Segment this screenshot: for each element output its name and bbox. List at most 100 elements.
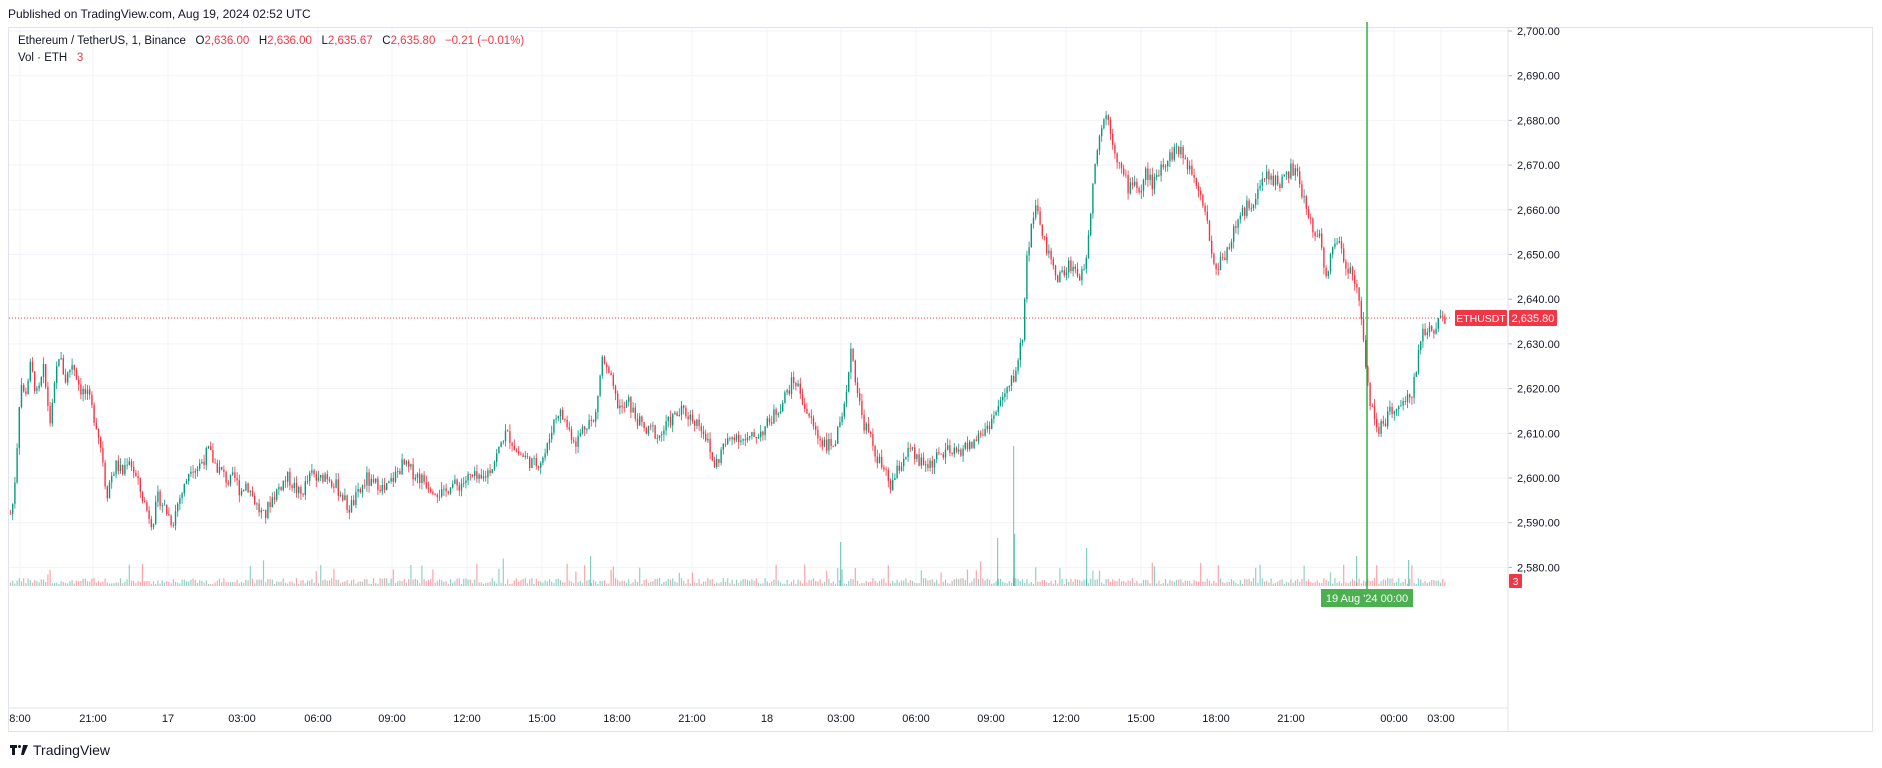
volume-bar xyxy=(797,579,799,586)
volume-bar xyxy=(1039,581,1041,586)
volume-bar xyxy=(18,578,20,586)
volume-bar xyxy=(1103,583,1105,586)
candle-body xyxy=(159,491,161,506)
candle-body xyxy=(254,495,256,505)
volume-bar xyxy=(31,582,34,586)
volume-bar xyxy=(36,581,38,586)
volume-bar xyxy=(40,579,42,586)
volume-bar xyxy=(652,581,654,586)
volume-bar xyxy=(58,583,60,586)
volume-bar xyxy=(1098,570,1101,586)
candle-body xyxy=(258,503,260,513)
candle-body xyxy=(174,511,177,526)
y-tick-label: 2,650.00 xyxy=(1517,250,1560,262)
volume-bar xyxy=(128,564,130,586)
candle-body xyxy=(269,502,271,507)
legend-open-label: O xyxy=(195,35,205,47)
volume-bar xyxy=(958,579,960,586)
candle-body xyxy=(733,437,735,441)
candle-body xyxy=(643,422,645,429)
candle-body xyxy=(850,348,852,373)
volume-bar xyxy=(641,583,643,586)
volume-bar xyxy=(414,578,416,586)
volume-bar xyxy=(1292,582,1294,586)
volume-bar xyxy=(240,581,243,586)
volume-bar xyxy=(951,580,953,586)
volume-bar xyxy=(1081,581,1083,586)
candle-body xyxy=(20,384,23,408)
candle-body xyxy=(467,473,469,481)
candle-body xyxy=(1191,165,1193,175)
volume-bar xyxy=(1303,565,1305,586)
volume-bar xyxy=(353,579,355,586)
volume-bar xyxy=(542,582,544,586)
candle-body xyxy=(502,441,504,443)
candle-body xyxy=(1098,136,1101,151)
volume-bar xyxy=(859,583,861,586)
candle-body xyxy=(808,413,810,417)
x-tick-label: 12:00 xyxy=(1052,713,1080,725)
volume-bar xyxy=(713,583,716,586)
candle-body xyxy=(918,454,920,466)
candle-body xyxy=(1149,174,1151,180)
candle-body xyxy=(568,427,570,430)
volume-bar xyxy=(124,581,126,586)
volume-bar xyxy=(449,579,452,586)
candle-body xyxy=(1006,387,1008,394)
candle-body xyxy=(810,416,812,418)
candle-body xyxy=(436,494,438,497)
volume-bar xyxy=(1332,583,1334,586)
volume-bar xyxy=(1120,581,1123,586)
candle-body xyxy=(410,464,412,467)
volume-bar xyxy=(1167,583,1169,586)
candle-body xyxy=(1226,247,1228,261)
candle-body xyxy=(201,461,203,464)
candle-body xyxy=(1178,146,1180,155)
legend-volume-label[interactable]: Vol · ETH xyxy=(18,52,68,64)
volume-bar xyxy=(751,579,753,586)
candle-body xyxy=(1314,232,1316,237)
candle-body xyxy=(86,389,89,394)
candle-body xyxy=(663,430,665,435)
volume-bar xyxy=(1041,580,1043,586)
candle-body xyxy=(227,482,229,485)
candle-body xyxy=(1153,177,1156,190)
candle-body xyxy=(368,472,370,486)
candle-body xyxy=(1431,326,1433,331)
volume-bar xyxy=(854,568,856,586)
volume-bar xyxy=(282,578,284,586)
candle-body xyxy=(300,487,302,494)
x-tick-label: 15:00 xyxy=(528,713,556,725)
candle-body xyxy=(1360,300,1362,320)
volume-bar xyxy=(381,578,383,586)
legend-symbol[interactable]: Ethereum / TetherUS, 1, Binance xyxy=(18,35,186,47)
candle-body xyxy=(260,510,262,513)
candle-body xyxy=(588,419,590,430)
candle-body xyxy=(777,413,779,415)
volume-bar xyxy=(955,578,958,586)
legend-close-value: 2,635.80 xyxy=(390,35,436,47)
volume-bar xyxy=(1035,567,1037,586)
candle-body xyxy=(463,482,465,484)
volume-bar xyxy=(931,579,933,586)
tradingview-footer[interactable]: TradingView xyxy=(10,742,110,758)
volume-bar xyxy=(223,578,225,586)
volume-bar xyxy=(817,581,819,586)
volume-bar xyxy=(1252,578,1255,586)
candle-body xyxy=(1017,360,1019,371)
candle-body xyxy=(1261,178,1263,186)
volume-bar xyxy=(1358,578,1360,586)
volume-bar xyxy=(916,583,918,586)
volume-bar xyxy=(148,581,150,586)
candle-body xyxy=(1013,376,1015,382)
volume-bar xyxy=(522,578,524,586)
volume-bar xyxy=(199,580,201,586)
candle-body xyxy=(654,425,656,439)
volume-bar xyxy=(379,578,381,586)
volume-bar xyxy=(348,583,350,586)
candle-body xyxy=(958,449,960,452)
volume-spike xyxy=(1014,534,1016,586)
candle-body xyxy=(1371,406,1373,407)
candle-body xyxy=(991,418,993,429)
